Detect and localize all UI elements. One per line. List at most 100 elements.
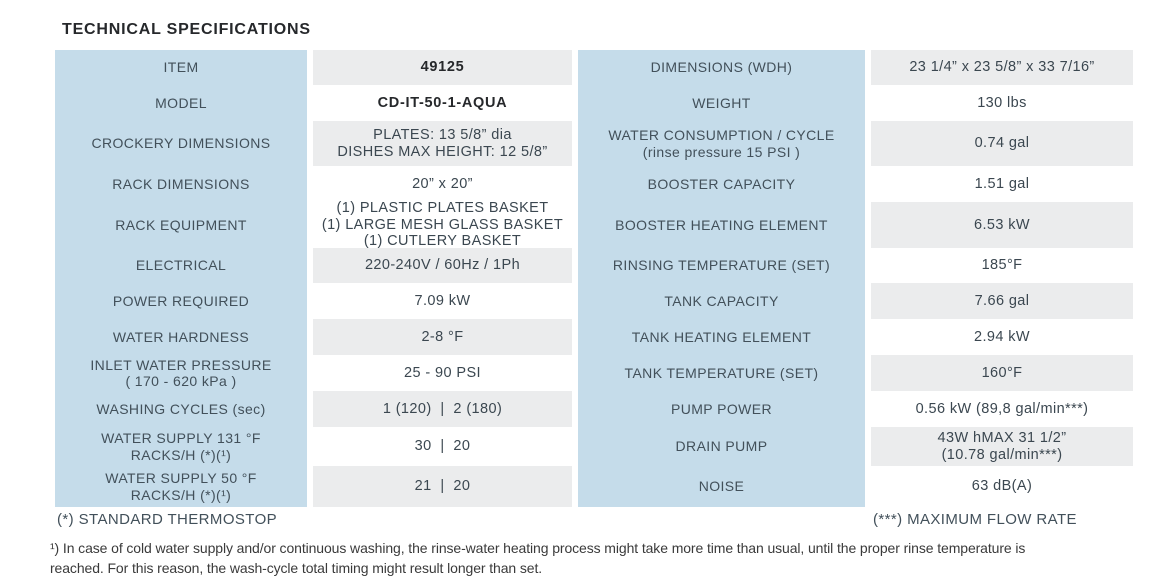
- spec-label-line: NOISE: [698, 478, 745, 495]
- spec-value-line: 49125: [420, 59, 465, 76]
- spec-label: MODEL: [55, 85, 307, 121]
- spec-value: 7.66 gal: [871, 283, 1133, 319]
- footnote-cold-water-supply: ¹) In case of cold water supply and/or c…: [50, 538, 1135, 578]
- spec-value-line: (10.78 gal/min***): [941, 446, 1063, 463]
- spec-label: RINSING TEMPERATURE (SET): [578, 248, 865, 283]
- spec-label: TANK CAPACITY: [578, 283, 865, 319]
- spec-table-right: DIMENSIONS (WDH) 23 1/4” x 23 5/8” x 33 7…: [578, 50, 1133, 507]
- spec-value: 25 - 90 PSI: [313, 355, 572, 391]
- spec-label-line: INLET WATER PRESSURE: [90, 356, 272, 373]
- spec-value-line: 160°F: [981, 364, 1023, 381]
- spec-label-line: WATER CONSUMPTION / CYCLE: [608, 127, 835, 144]
- spec-label-line: MODEL: [155, 94, 207, 111]
- footnote-line-2: reached. For this reason, the wash-cycle…: [50, 560, 543, 577]
- spec-value-line: 7.09 kW: [414, 292, 471, 309]
- spec-value-line: (1) CUTLERY BASKET: [363, 233, 522, 250]
- spec-label-line: POWER REQUIRED: [112, 292, 250, 309]
- spec-label: WATER SUPPLY 131 °F RACKS/H (*)(¹): [55, 427, 307, 466]
- spec-label-line: BOOSTER CAPACITY: [647, 175, 796, 192]
- spec-value: 220-240V / 60Hz / 1Ph: [313, 248, 572, 283]
- spec-value-line: 1 (120) | 2 (180): [382, 400, 503, 417]
- spec-value: 2.94 kW: [871, 319, 1133, 355]
- spec-label-line: RACK EQUIPMENT: [115, 216, 247, 233]
- spec-value: 63 dB(A): [871, 466, 1133, 507]
- spec-label: RACK EQUIPMENT: [55, 202, 307, 248]
- spec-label-line: TANK TEMPERATURE (SET): [624, 364, 819, 381]
- spec-label: WATER SUPPLY 50 °F RACKS/H (*)(¹): [55, 466, 307, 507]
- spec-label-line: WATER SUPPLY 131 °F: [101, 430, 261, 447]
- spec-label-line: ITEM: [163, 59, 199, 76]
- spec-value: 43W hMAX 31 1/2” (10.78 gal/min***): [871, 427, 1133, 466]
- spec-value-line: 20” x 20”: [412, 175, 473, 192]
- spec-value-line: 63 dB(A): [971, 478, 1033, 495]
- spec-label-line: RACK DIMENSIONS: [112, 175, 250, 192]
- spec-value-line: 43W hMAX 31 1/2”: [937, 429, 1067, 446]
- spec-value: 0.74 gal: [871, 121, 1133, 166]
- spec-value: 49125: [313, 50, 572, 85]
- footnote-maximum-flow-rate: (***) MAXIMUM FLOW RATE: [873, 511, 1077, 528]
- spec-value-line: 220-240V / 60Hz / 1Ph: [364, 257, 521, 274]
- spec-value-line: 25 - 90 PSI: [404, 364, 481, 381]
- spec-label: TANK HEATING ELEMENT: [578, 319, 865, 355]
- spec-value-line: 6.53 kW: [974, 216, 1030, 233]
- spec-value-line: 185°F: [981, 257, 1023, 274]
- spec-label-line: ELECTRICAL: [135, 257, 227, 274]
- spec-tables: ITEM 49125 MODEL CD-IT-50-1-AQUA CROCKERY DI…: [55, 50, 1133, 507]
- spec-value-line: 7.66 gal: [974, 292, 1030, 309]
- spec-label: INLET WATER PRESSURE( 170 - 620 kPa ): [55, 355, 307, 391]
- spec-label: BOOSTER HEATING ELEMENT: [578, 202, 865, 248]
- spec-value: 23 1/4” x 23 5/8” x 33 7/16”: [871, 50, 1133, 85]
- spec-value-line: 130 lbs: [977, 94, 1027, 111]
- spec-label-line: DIMENSIONS (WDH): [650, 59, 793, 76]
- spec-value-line: 23 1/4” x 23 5/8” x 33 7/16”: [909, 59, 1095, 76]
- footnote-standard-thermostop: (*) STANDARD THERMOSTOP: [57, 511, 278, 528]
- page-title: TECHNICAL SPECIFICATIONS: [62, 21, 311, 38]
- spec-label: PUMP POWER: [578, 391, 865, 427]
- spec-label: WATER CONSUMPTION / CYCLE (rinse pressure…: [578, 121, 865, 166]
- spec-value-line: 1.51 gal: [974, 175, 1030, 192]
- spec-label-line: DRAIN PUMP: [675, 438, 768, 455]
- spec-label-line: ( 170 - 620 kPa ): [125, 373, 237, 389]
- spec-value-line: 0.74 gal: [974, 135, 1030, 152]
- spec-label-line: WASHING CYCLES (sec): [96, 400, 266, 417]
- spec-value: 21 | 20: [313, 466, 572, 507]
- spec-value-line: 0.56 kW (89,8 gal/min***): [915, 400, 1089, 417]
- spec-value: 160°F: [871, 355, 1133, 391]
- spec-value: 20” x 20”: [313, 166, 572, 202]
- spec-value-line: 2-8 °F: [421, 328, 464, 345]
- spec-label-line: TANK HEATING ELEMENT: [631, 328, 812, 345]
- spec-label-line: WATER HARDNESS: [112, 328, 250, 345]
- footnote-line-1: ¹) In case of cold water supply and/or c…: [50, 540, 1026, 556]
- spec-value: 30 | 20: [313, 427, 572, 466]
- spec-value-line: 2.94 kW: [974, 328, 1030, 345]
- spec-value: 2-8 °F: [313, 319, 572, 355]
- spec-value: 1.51 gal: [871, 166, 1133, 202]
- spec-value-line: (1) LARGE MESH GLASS BASKET: [321, 216, 564, 233]
- spec-label: BOOSTER CAPACITY: [578, 166, 865, 202]
- spec-value: 185°F: [871, 248, 1133, 283]
- spec-value-line: 21 | 20: [414, 478, 471, 495]
- spec-value-line: PLATES: 13 5/8” dia: [373, 126, 512, 143]
- spec-label: CROCKERY DIMENSIONS: [55, 121, 307, 166]
- spec-value: 0.56 kW (89,8 gal/min***): [871, 391, 1133, 427]
- spec-label-line: CROCKERY DIMENSIONS: [91, 135, 271, 152]
- spec-label: POWER REQUIRED: [55, 283, 307, 319]
- spec-value-line: (1) PLASTIC PLATES BASKET: [336, 200, 549, 217]
- spec-label-line: PUMP POWER: [671, 400, 772, 417]
- spec-label-line: RINSING TEMPERATURE (SET): [612, 257, 831, 274]
- spec-label-line: TANK CAPACITY: [664, 292, 779, 309]
- spec-value: (1) PLASTIC PLATES BASKET (1) LARGE MESH …: [313, 200, 572, 250]
- spec-label: DIMENSIONS (WDH): [578, 50, 865, 85]
- spec-value-line: 30 | 20: [414, 438, 471, 455]
- spec-table-left: ITEM 49125 MODEL CD-IT-50-1-AQUA CROCKERY DI…: [55, 50, 572, 507]
- spec-value: 7.09 kW: [313, 283, 572, 319]
- spec-value: 130 lbs: [871, 85, 1133, 121]
- spec-label: ITEM: [55, 50, 307, 85]
- spec-value: PLATES: 13 5/8” dia DISHES MAX HEIGHT: 12…: [313, 121, 572, 166]
- spec-label-line: WEIGHT: [692, 94, 751, 111]
- spec-label: NOISE: [578, 466, 865, 507]
- spec-label: DRAIN PUMP: [578, 427, 865, 466]
- spec-value: CD-IT-50-1-AQUA: [313, 85, 572, 121]
- spec-value-line: DISHES MAX HEIGHT: 12 5/8”: [337, 143, 548, 160]
